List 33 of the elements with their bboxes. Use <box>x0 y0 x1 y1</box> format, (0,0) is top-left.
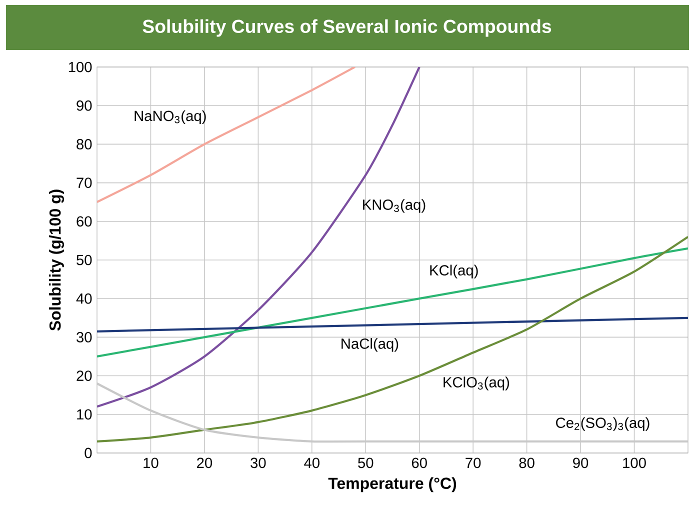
series-label: KCl(aq) <box>430 264 478 278</box>
series-label: NaNO$_{3}$(aq) <box>134 110 206 124</box>
y-tick-label: 10 <box>77 409 92 420</box>
y-tick-label: 30 <box>76 332 92 342</box>
x-tick-label: 10 <box>144 458 158 468</box>
line-series <box>97 236 688 442</box>
line-series <box>97 247 688 358</box>
y-tick-label: 70 <box>76 178 92 188</box>
x-tick-label: 80 <box>519 458 534 468</box>
x-tick-label: 60 <box>412 458 427 468</box>
series-label: KNO$_{3}$(aq) <box>363 199 426 213</box>
y-tick-label: 50 <box>76 254 92 266</box>
x-axis-title: Temperature (°C) <box>328 477 456 492</box>
x-tick-label: 30 <box>250 458 266 468</box>
x-tick-label: 40 <box>304 458 320 468</box>
series-label: KClO$_{3}$(aq) <box>444 376 510 390</box>
x-tick-label: 90 <box>573 458 588 468</box>
x-tick-label: 100 <box>623 458 646 468</box>
x-tick-label: 70 <box>466 458 481 468</box>
y-tick-label: 80 <box>76 139 92 150</box>
y-tick-label: 20 <box>76 370 92 381</box>
series-label: NaCl(aq) <box>342 338 398 352</box>
x-tick-label: 20 <box>197 458 212 468</box>
y-tick-label: 40 <box>76 293 92 304</box>
series-label: Ce$_{2}$(SO$_{3}$)$_{3}$(aq) <box>556 417 650 431</box>
chart-title: Solubility Curves of Several Ionic Compounds <box>142 19 552 37</box>
y-tick-label: 90 <box>76 100 92 111</box>
y-axis-title: Solubility (g/100 g) <box>49 190 64 331</box>
x-tick-label: 50 <box>358 458 374 468</box>
y-tick-label: 100 <box>68 62 92 72</box>
y-tick-label: 0 <box>84 448 92 458</box>
line-series <box>97 67 356 204</box>
y-tick-label: 60 <box>76 216 92 227</box>
